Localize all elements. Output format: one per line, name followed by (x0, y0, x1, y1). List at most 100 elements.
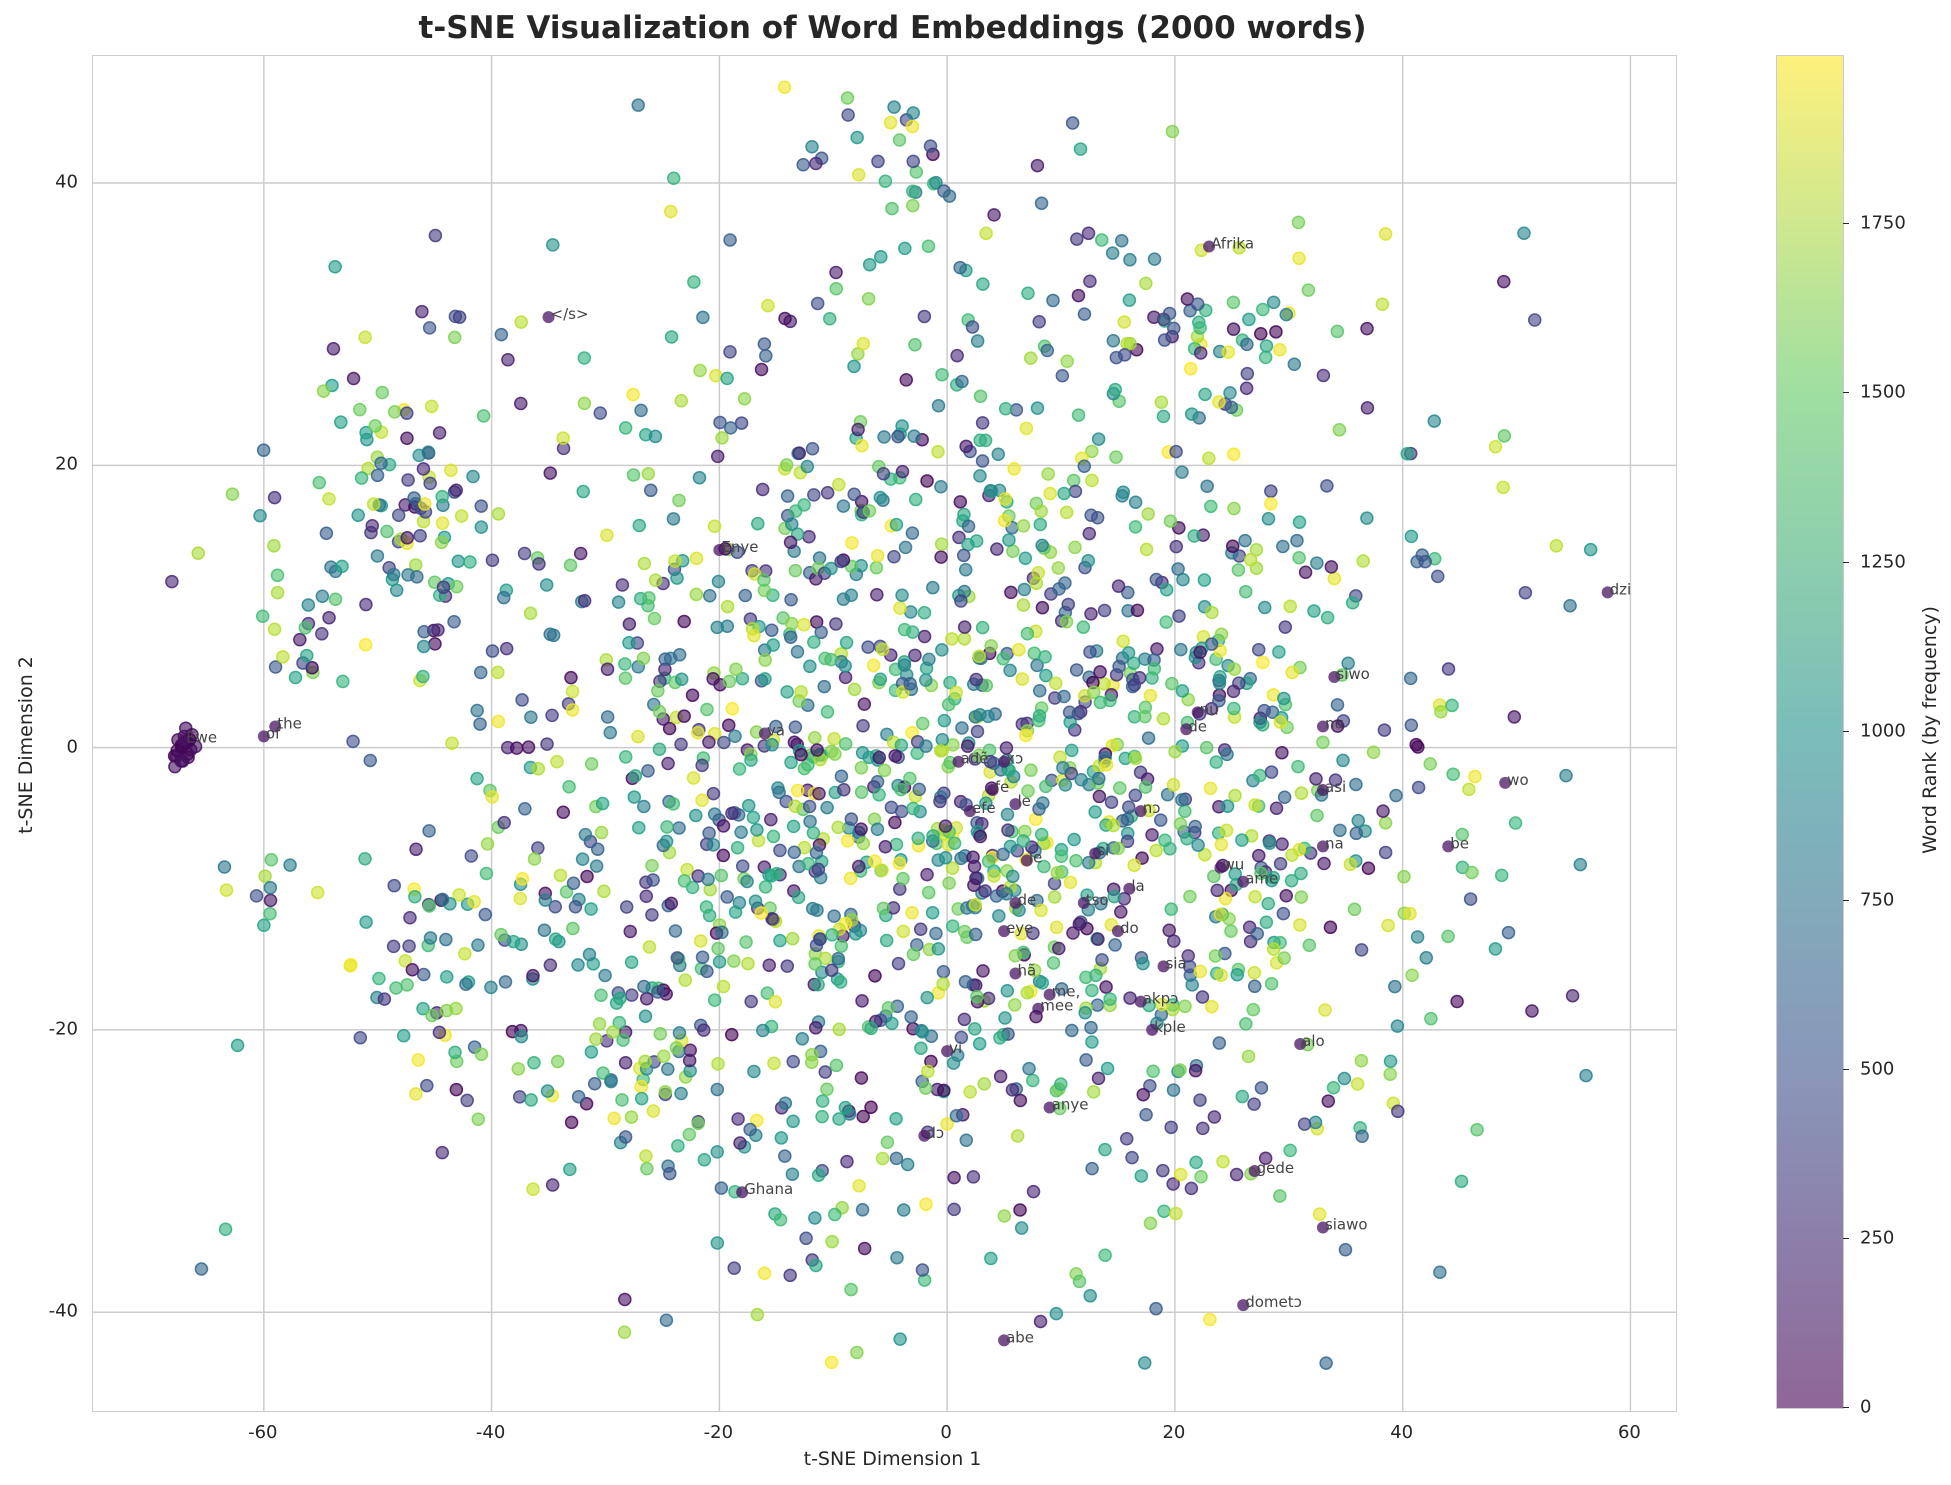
chart-title: t-SNE Visualization of Word Embeddings (… (418, 10, 1367, 46)
colorbar-label: Word Rank (by frequency) (1919, 606, 1941, 854)
annotated-point (1009, 967, 1022, 980)
word-annotation: gede (1257, 1159, 1295, 1177)
word-annotation: de (1017, 891, 1036, 909)
word-annotation: va (767, 722, 785, 740)
word-annotation: Ghana (744, 1180, 793, 1198)
annotated-point (986, 783, 999, 796)
annotated-point (1294, 1038, 1307, 1051)
annotated-point (1157, 960, 1170, 973)
annotated-point (1601, 586, 1614, 599)
y-tick-label: -40 (48, 1300, 78, 1322)
annotated-point (1237, 875, 1250, 888)
word-annotation: siwo (1336, 665, 1369, 683)
colorbar (1776, 55, 1844, 1409)
word-annotation: wu (1222, 856, 1244, 874)
y-tick-label: 40 (55, 171, 78, 193)
colorbar-tick-label: 1000 (1860, 720, 1906, 742)
colorbar-tick-label: 500 (1860, 1058, 1895, 1080)
annotated-point (941, 1045, 954, 1058)
word-annotation: dɔ (926, 1124, 944, 1142)
annotated-point (1203, 240, 1216, 253)
word-annotation: nu (1325, 714, 1344, 732)
annotated-point (1214, 861, 1227, 874)
annotated-point (1009, 798, 1022, 811)
annotated-point (1032, 1002, 1045, 1015)
colorbar-tick-mark (1843, 392, 1849, 394)
colorbar-tick-mark (1843, 561, 1849, 563)
colorbar-tick-label: 250 (1860, 1227, 1895, 1249)
word-annotation: le (1017, 792, 1030, 810)
annotated-point (1111, 925, 1124, 938)
annotated-point (1123, 882, 1136, 895)
annotated-point (963, 805, 976, 818)
x-tick-label: 40 (1390, 1422, 1414, 1443)
word-annotation: dometɔ (1245, 1293, 1302, 1311)
y-axis-label: t-SNE Dimension 2 (15, 656, 37, 834)
word-annotation: na (1325, 834, 1344, 852)
annotated-point (1020, 854, 1033, 867)
annotated-point (269, 720, 282, 733)
y-tick-label: 0 (66, 736, 78, 758)
y-tick-label: -20 (48, 1018, 78, 1040)
word-annotation: be (1450, 834, 1469, 852)
word-annotation: fe (995, 778, 1010, 796)
colorbar-tick-mark (1843, 1237, 1849, 1239)
word-annotation: do (1120, 919, 1139, 937)
word-annotation: tso (1086, 891, 1109, 909)
word-annotation: the (277, 714, 302, 732)
annotated-point (998, 925, 1011, 938)
word-annotation: me, (1052, 983, 1081, 1001)
annotated-point (1316, 783, 1329, 796)
x-tick-label: -40 (475, 1422, 506, 1443)
colorbar-tick-label: 0 (1860, 1396, 1872, 1418)
annotated-point (1499, 776, 1512, 789)
annotated-point (1316, 840, 1329, 853)
word-annotation: of (266, 724, 281, 742)
colorbar-tick-label: 1250 (1860, 551, 1906, 573)
word-annotation: adẽ (961, 750, 989, 768)
word-annotation: abe (1006, 1328, 1034, 1346)
plot-area: Ewe the of </s> Enye va Afrika dzi siwo nu de nu adẽ… (92, 55, 1677, 1412)
word-annotation: siawo (1325, 1216, 1368, 1234)
word-annotation: de (1188, 717, 1207, 735)
x-tick-label: -20 (703, 1422, 734, 1443)
colorbar-tick-mark (1843, 899, 1849, 901)
y-tick-label: 20 (55, 453, 78, 475)
annotated-point (952, 755, 965, 768)
word-annotation: asi (1325, 778, 1346, 796)
word-annotation: wo (1507, 771, 1528, 789)
annotated-point (1248, 1165, 1261, 1178)
data-points (165, 80, 1598, 1370)
annotated-point (918, 1129, 931, 1142)
annotated-point (1134, 995, 1147, 1008)
annotated-point (257, 730, 270, 743)
x-tick-label: 60 (1617, 1422, 1641, 1443)
annotated-point (178, 734, 191, 747)
annotated-point (998, 1334, 1011, 1347)
x-tick-label: 0 (940, 1422, 952, 1443)
word-annotation: ame (1245, 870, 1278, 888)
x-axis-label: t-SNE Dimension 1 (803, 1448, 982, 1470)
annotated-point (1009, 896, 1022, 909)
word-annotation: vi (949, 1039, 962, 1057)
word-annotation: la (1131, 877, 1144, 895)
annotated-point (1043, 1101, 1056, 1114)
annotated-point (1328, 671, 1341, 684)
word-annotation: nu (1200, 700, 1219, 718)
annotated-point (1316, 1221, 1329, 1234)
word-annotation: alo (1302, 1032, 1325, 1050)
word-annotation: Enye (721, 538, 758, 556)
colorbar-tick-mark (1843, 1407, 1849, 1408)
word-annotation: hã (1017, 961, 1036, 979)
annotated-point (542, 311, 555, 324)
annotated-point (1180, 723, 1193, 736)
colorbar-tick-mark (1843, 730, 1849, 732)
annotated-point (1191, 706, 1204, 719)
annotated-point (1442, 840, 1455, 853)
word-annotation: kple (1154, 1018, 1186, 1036)
word-annotation: akpɔ (1143, 990, 1179, 1008)
annotated-point (998, 755, 1011, 768)
word-annotation: eye (1006, 919, 1033, 937)
annotated-point (736, 1186, 749, 1199)
word-annotation: dzi (1610, 580, 1632, 598)
